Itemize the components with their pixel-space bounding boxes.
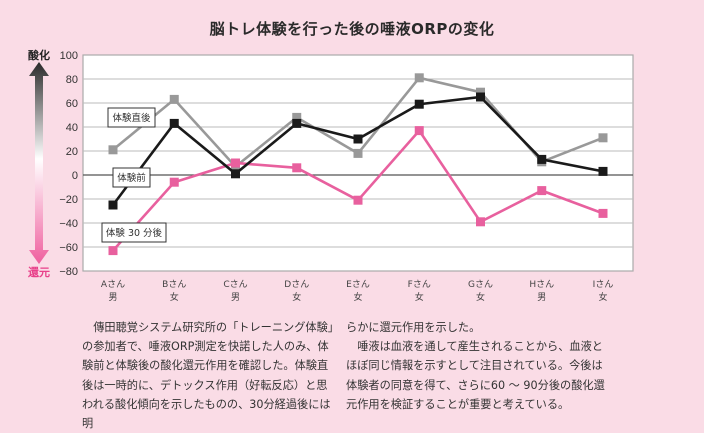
data-point <box>169 118 179 128</box>
chart-title: 脳トレ体験を行った後の唾液ORPの変化 <box>209 20 495 38</box>
data-point <box>353 195 363 205</box>
data-point <box>476 92 485 102</box>
data-point <box>169 94 179 104</box>
x-tick-label: Bさん <box>162 279 186 290</box>
oxidation-label: 酸化 <box>28 48 50 62</box>
x-tick-sex-label: 女 <box>476 291 485 303</box>
y-tick-label: 80 <box>66 74 78 86</box>
x-tick-sex-label: 女 <box>598 291 607 303</box>
series-label-text: 体験前 <box>117 172 146 184</box>
x-tick-label: Fさん <box>408 279 431 290</box>
body-column-2: らかに還元作用を示した。 唾液は血液を通して産生されることから、血液とほぼ同じ情… <box>346 318 611 414</box>
data-point <box>108 246 118 256</box>
x-tick-sex-label: 女 <box>353 291 362 303</box>
x-tick-sex-label: 女 <box>415 291 424 303</box>
data-point <box>476 217 485 227</box>
data-point <box>231 169 240 179</box>
y-tick-label: −60 <box>59 242 78 254</box>
data-point <box>292 118 302 128</box>
data-point <box>414 73 424 83</box>
x-tick-sex-label: 男 <box>108 292 117 303</box>
reduction-label: 還元 <box>28 265 50 279</box>
data-point <box>108 145 118 155</box>
y-tick-label: 40 <box>66 122 78 134</box>
data-point <box>231 158 240 168</box>
data-point <box>537 154 547 164</box>
series-label-text: 体験 30 分後 <box>106 227 163 239</box>
series-label-after: 体験直後 <box>107 107 156 128</box>
y-tick-label: 60 <box>66 98 78 110</box>
y-tick-label: −20 <box>59 194 78 206</box>
x-tick-label: Iさん <box>593 279 614 290</box>
x-tick-label: Gさん <box>468 279 493 290</box>
body-column-1: 傳田聴覚システム研究所の「トレーニング体験」の参加者で、唾液ORP測定を快諾した… <box>82 318 334 433</box>
data-point <box>353 148 363 158</box>
y-tick-label: −80 <box>59 266 78 278</box>
data-point <box>414 99 424 109</box>
body-paragraph: らかに還元作用を示した。 <box>346 321 481 334</box>
body-paragraph: 傳田聴覚システム研究所の「トレーニング体験」の参加者で、唾液ORP測定を快諾した… <box>82 321 334 431</box>
series-2 <box>108 126 608 256</box>
data-point <box>292 163 302 173</box>
y-tick-label: 0 <box>72 170 78 182</box>
data-point <box>414 126 424 136</box>
x-tick-sex-label: 女 <box>292 291 301 303</box>
data-point <box>537 186 547 196</box>
data-point <box>169 177 179 187</box>
x-tick-sex-label: 男 <box>231 292 240 303</box>
x-tick-label: Cさん <box>223 279 247 290</box>
x-tick-label: Hさん <box>529 279 554 290</box>
x-tick-sex-label: 男 <box>537 292 546 303</box>
y-tick-label: 20 <box>66 146 78 158</box>
series-label-text: 体験直後 <box>112 112 151 124</box>
x-tick-label: Dさん <box>284 279 309 290</box>
x-tick-sex-label: 女 <box>170 291 179 303</box>
y-tick-label: −40 <box>59 218 78 230</box>
series-1 <box>108 92 608 210</box>
x-tick-label: Aさん <box>101 279 125 290</box>
data-point <box>598 166 608 176</box>
body-paragraph: 唾液は血液を通して産生されることから、血液とほぼ同じ情報を示すとして注目されてい… <box>346 340 605 411</box>
oxidation-reduction-arrow <box>29 62 49 264</box>
data-point <box>476 87 485 97</box>
data-point <box>598 133 608 143</box>
x-tick-label: Eさん <box>346 279 370 290</box>
series-label-30min: 体験 30 分後 <box>101 222 167 243</box>
series-label-before: 体験前 <box>112 167 151 188</box>
data-point <box>353 134 363 144</box>
y-tick-label: 100 <box>60 50 78 62</box>
data-point <box>292 112 302 122</box>
data-point <box>108 200 118 210</box>
data-point <box>598 208 608 218</box>
